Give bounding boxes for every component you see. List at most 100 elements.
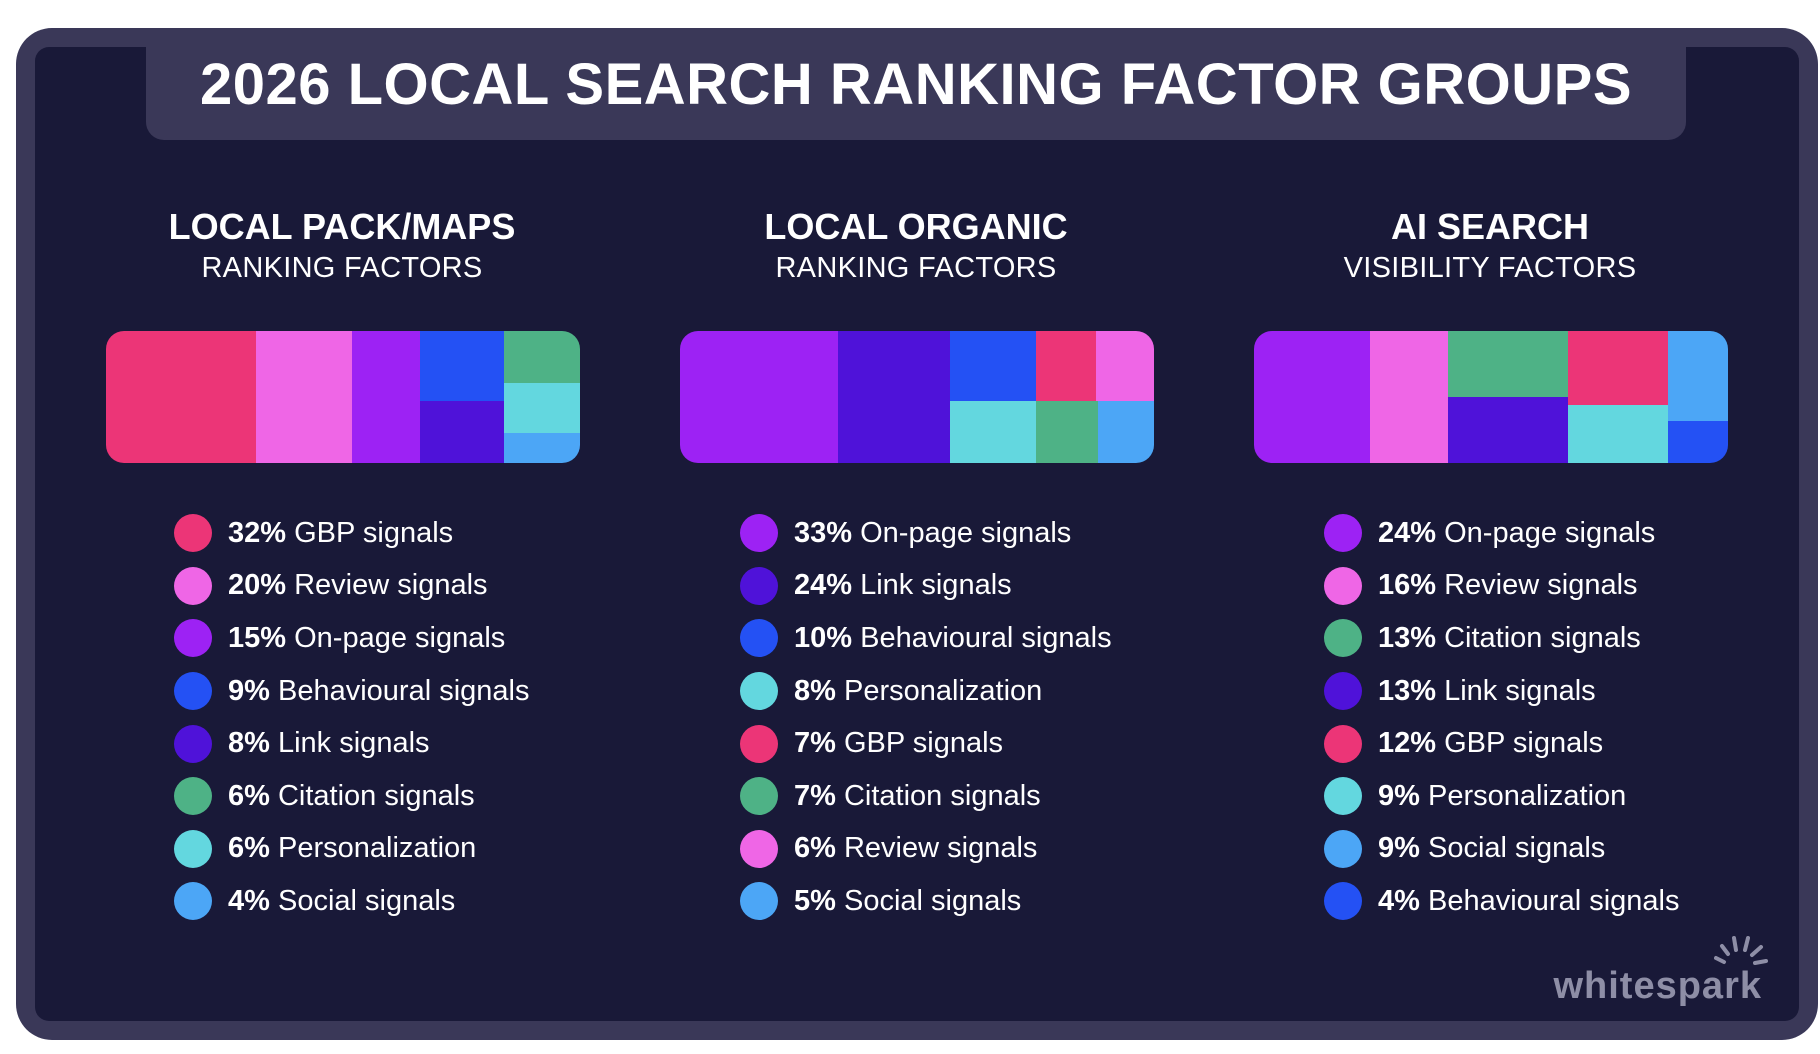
legend-label: GBP signals bbox=[294, 516, 454, 549]
legend-value: 7% bbox=[794, 779, 836, 812]
legend-item: 8% Link signals bbox=[174, 717, 529, 770]
legend-value: 6% bbox=[794, 832, 836, 865]
legend-label: Citation signals bbox=[1444, 621, 1641, 654]
legend-label: Citation signals bbox=[277, 779, 475, 812]
cell-review-signals bbox=[256, 331, 352, 463]
legend-label: Review signals bbox=[1444, 569, 1638, 602]
legend: 24% On-page signals 16% Review signals 1… bbox=[1324, 507, 1679, 928]
legend-value: 13% bbox=[1378, 621, 1437, 654]
legend-item: 4% Social signals bbox=[174, 875, 529, 928]
cell-social-signals bbox=[504, 433, 580, 463]
color-dot bbox=[1324, 672, 1362, 711]
legend-label: Behavioural signals bbox=[277, 674, 530, 707]
color-dot bbox=[1324, 882, 1362, 921]
legend-label: Social signals bbox=[277, 884, 456, 917]
legend-item: 7% GBP signals bbox=[740, 717, 1112, 770]
legend-item: 8% Personalization bbox=[740, 665, 1112, 718]
chart-local-organic: LOCAL ORGANIC RANKING FACTORS 33% On-pag… bbox=[636, 205, 1196, 921]
color-dot bbox=[174, 882, 212, 921]
chart-local-pack-maps: LOCAL PACK/MAPS RANKING FACTORS 32% GBP … bbox=[62, 205, 622, 921]
legend-item: 13% Link signals bbox=[1324, 665, 1679, 718]
legend-item: 9% Social signals bbox=[1324, 823, 1679, 876]
cell-behavioural-signals bbox=[1668, 421, 1728, 463]
cell-link-signals bbox=[420, 401, 504, 463]
color-dot bbox=[174, 777, 212, 816]
cell-citation-signals bbox=[504, 331, 580, 383]
color-dot bbox=[1324, 619, 1362, 658]
legend-label: Link signals bbox=[1444, 674, 1596, 707]
legend-value: 20% bbox=[228, 569, 287, 602]
legend-item: 33% On-page signals bbox=[740, 507, 1112, 560]
title-banner: 2026 LOCAL SEARCH RANKING FACTOR GROUPS bbox=[146, 28, 1686, 140]
legend-label: Personalization bbox=[1427, 779, 1627, 812]
legend-item: 9% Personalization bbox=[1324, 770, 1679, 823]
cell-behavioural-signals bbox=[950, 331, 1036, 401]
legend-label: Link signals bbox=[860, 569, 1012, 602]
legend-item: 6% Review signals bbox=[740, 823, 1112, 876]
legend-value: 8% bbox=[794, 674, 836, 707]
legend-item: 13% Citation signals bbox=[1324, 612, 1679, 665]
legend-label: Personalization bbox=[843, 674, 1043, 707]
legend-value: 9% bbox=[1378, 832, 1420, 865]
legend-label: Social signals bbox=[843, 884, 1022, 917]
legend-label: Personalization bbox=[277, 832, 477, 865]
legend-item: 15% On-page signals bbox=[174, 612, 529, 665]
cell-on-page-signals bbox=[352, 331, 420, 463]
color-dot bbox=[1324, 724, 1362, 763]
legend-item: 24% Link signals bbox=[740, 560, 1112, 613]
infographic-panel bbox=[35, 47, 1799, 1021]
treemap-cells bbox=[106, 331, 580, 463]
legend-item: 32% GBP signals bbox=[174, 507, 529, 560]
color-dot bbox=[174, 672, 212, 711]
legend: 33% On-page signals 24% Link signals 10%… bbox=[740, 507, 1112, 928]
cell-review-signals bbox=[1096, 331, 1154, 401]
color-dot bbox=[174, 724, 212, 763]
legend-value: 9% bbox=[1378, 779, 1420, 812]
legend-item: 20% Review signals bbox=[174, 560, 529, 613]
cell-behavioural-signals bbox=[420, 331, 504, 401]
legend-value: 16% bbox=[1378, 569, 1437, 602]
color-dot bbox=[1324, 777, 1362, 816]
treemap bbox=[106, 331, 580, 463]
chart-title: LOCAL ORGANIC bbox=[764, 206, 1068, 247]
legend-label: Link signals bbox=[277, 727, 430, 760]
legend-label: Social signals bbox=[1427, 832, 1606, 865]
legend-value: 8% bbox=[228, 727, 270, 760]
color-dot bbox=[174, 619, 212, 658]
spark-logo-icon bbox=[1714, 936, 1768, 965]
legend-item: 6% Citation signals bbox=[174, 770, 529, 823]
treemap-cells bbox=[680, 331, 1154, 463]
legend-label: Review signals bbox=[843, 832, 1038, 865]
legend-item: 4% Behavioural signals bbox=[1324, 875, 1679, 928]
legend-value: 7% bbox=[794, 727, 836, 760]
legend-value: 4% bbox=[228, 884, 270, 917]
cell-on-page-signals bbox=[680, 331, 838, 463]
chart-subtitle: RANKING FACTORS bbox=[775, 252, 1057, 284]
page-title: 2026 LOCAL SEARCH RANKING FACTOR GROUPS bbox=[199, 51, 1633, 117]
legend-item: 6% Personalization bbox=[174, 823, 529, 876]
legend-label: On-page signals bbox=[860, 516, 1072, 549]
cell-citation-signals bbox=[1448, 331, 1568, 397]
color-dot bbox=[1324, 514, 1362, 553]
chart-heading: LOCAL ORGANIC RANKING FACTORS bbox=[636, 205, 1196, 287]
legend-item: 12% GBP signals bbox=[1324, 717, 1679, 770]
color-dot bbox=[174, 514, 212, 553]
legend-value: 24% bbox=[1378, 516, 1437, 549]
legend-value: 6% bbox=[228, 779, 270, 812]
chart-heading: LOCAL PACK/MAPS RANKING FACTORS bbox=[62, 205, 622, 287]
color-dot bbox=[740, 724, 778, 763]
cell-gbp-signals bbox=[1036, 331, 1096, 401]
legend-value: 6% bbox=[228, 832, 270, 865]
legend-item: 10% Behavioural signals bbox=[740, 612, 1112, 665]
chart-ai-search: AI SEARCH VISIBILITY FACTORS 24% On-page… bbox=[1210, 205, 1770, 921]
cell-link-signals bbox=[838, 331, 950, 463]
cell-social-signals bbox=[1668, 331, 1728, 421]
legend-value: 4% bbox=[1378, 884, 1420, 917]
cell-personalization bbox=[504, 383, 580, 433]
treemap bbox=[680, 331, 1154, 463]
legend-value: 5% bbox=[794, 884, 836, 917]
legend-value: 24% bbox=[794, 569, 853, 602]
legend-item: 5% Social signals bbox=[740, 875, 1112, 928]
legend-label: GBP signals bbox=[843, 727, 1004, 760]
chart-title: LOCAL PACK/MAPS bbox=[168, 206, 516, 247]
